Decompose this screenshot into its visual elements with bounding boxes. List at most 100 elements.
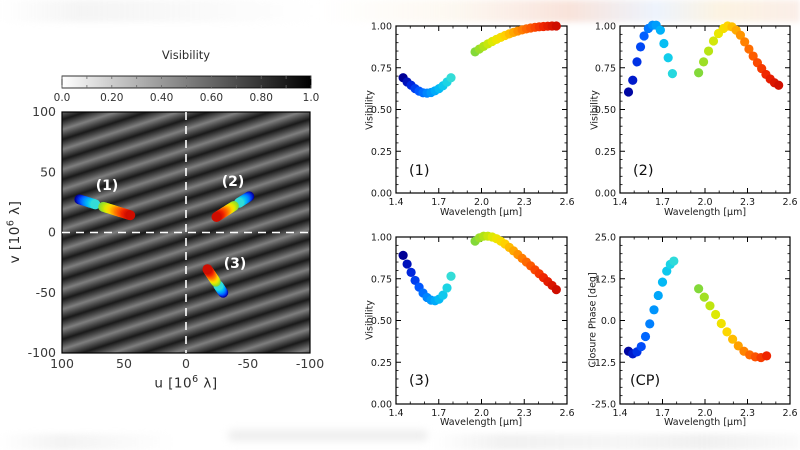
scatter-point [728,334,738,344]
panel2-tag: (2) [633,163,654,179]
panel2-y-axis-label: Visibility [589,90,601,130]
scatter-point [669,256,679,266]
visibility-panel-1: 1.4 1.7 2.0 2.3 2.6 0.00 0.25 0.50 0.75 1.00 [371,21,575,208]
x-tick-label: 1.4 [612,408,627,419]
y-tick-label: 0.25 [371,147,392,158]
uv-x-axis-label: u [106 λ] [154,374,217,392]
x-tick-label: 2.3 [517,408,532,419]
x-tick-label: 1.7 [431,408,446,419]
x-tick-label: 2.3 [740,408,755,419]
y-tick-label: -25.0 [591,400,616,411]
scatter-point [398,250,408,260]
y-tick-label: 0.50 [595,105,616,116]
colorbar-title: Visibility [161,48,211,62]
y-tick-label: 1.00 [595,22,616,33]
uv-y-axis-label-sup: 6 [5,219,17,227]
uv-y-axis-label: v [106 λ] [5,201,23,264]
uv-track-label: (1) [96,178,119,194]
y-tick-label: 12.5 [595,274,616,285]
uv-x-axis-label-text: u [10 [154,375,193,392]
y-tick-label: 1.00 [371,22,392,33]
scatter-point [636,341,646,352]
scatter-point [708,36,719,46]
scatter-point [774,80,784,90]
x-tick-label: 1.7 [431,197,446,208]
uv-y-tick-label: 0 [48,225,56,240]
scatter-point [442,283,452,293]
y-tick-label: 0.00 [371,189,392,200]
uv-y-axis-label-text: v [10 [6,226,23,264]
visibility-panel-3: 1.4 1.7 2.0 2.3 2.6 0.00 0.25 0.50 0.75 1.00 [371,231,575,419]
scatter-point [667,68,678,79]
uv-x-axis-label-sup: 6 [192,374,199,385]
scatter-point [655,25,665,35]
x-tick-label: 2.6 [559,197,574,208]
uv-x-axis-label-unit: λ] [198,375,218,392]
scatter-point [551,21,561,31]
panel1-y-axis-label: Visibility [364,90,376,130]
scatter-point [640,331,651,342]
scatter-point [705,301,715,311]
visibility-panel-2: 1.4 1.7 2.0 2.3 2.6 0.00 0.25 0.50 0.75 1.00 [595,20,798,208]
uv-y-tick-label: 50 [40,164,56,179]
scatter-point [740,37,750,47]
uv-track-point [202,264,213,275]
x-tick-label: 2.0 [474,197,489,208]
cp-x-axis-label: Wavelength [μm] [663,417,747,428]
x-tick-label: 1.4 [388,408,403,419]
scatter-point [446,73,456,83]
scatter-point [402,259,412,269]
panel1-tag: (1) [409,163,430,179]
x-tick-label: 1.7 [655,197,670,208]
colorbar-tick-label: 0.40 [150,92,173,104]
scatter-point [438,290,448,300]
scatter-point [694,68,704,78]
x-tick-label: 2.6 [782,197,797,208]
uv-x-tick-label: -50 [238,356,258,371]
x-tick-label: 2.6 [782,408,797,419]
uv-track-label: (3) [224,256,247,272]
y-tick-label: 0.00 [595,189,616,200]
uv-track-label: (2) [222,174,245,190]
x-tick-label: 1.7 [655,408,670,419]
colorbar-tick-label: 1.0 [303,92,320,104]
scatter-point [722,327,732,337]
y-tick-label: 0.75 [371,274,392,285]
x-tick-label: 1.4 [612,197,627,208]
y-tick-label: 0.00 [371,400,392,411]
closure-phase-panel: 1.4 1.7 2.0 2.3 2.6 -25.0 -12.5 0.0 12.5 25.0 [591,233,797,420]
colorbar-tick-label: 0.20 [100,92,123,104]
y-tick-label: 0.50 [371,316,392,327]
uv-y-tick-label: -50 [36,285,56,300]
x-tick-label: 2.0 [474,408,489,419]
uv-x-tick-label: -100 [296,356,324,371]
scatter-point [410,275,420,286]
scatter-point [635,42,646,52]
uv-x-tick-label: 0 [182,356,190,371]
colorbar-tick-label: 0.60 [200,92,223,104]
scatter-point [628,75,638,85]
scatter-point [762,351,772,361]
y-tick-label: 0.75 [595,63,616,74]
panel3-x-axis-label: Wavelength [μm] [439,417,523,428]
uv-y-tick-label: -100 [28,345,56,360]
y-tick-label: 25.0 [595,233,616,244]
uv-plane-plot: 0.0 0.20 0.40 0.60 0.80 1.0 (1) (2) (3) 100 50 0 -50… [28,75,324,371]
scatter-point [694,284,704,294]
scatter-point [744,44,754,54]
colorbar-tick-label: 0.0 [54,92,71,104]
scatter-point [699,292,709,302]
x-tick-label: 2.6 [559,408,574,419]
scatter-point [446,271,456,281]
scatter-point [657,277,668,287]
scatter-point [649,305,659,315]
panel3-y-axis-label: Visibility [364,300,376,340]
uv-y-axis-label-unit: λ] [6,200,23,220]
panel3-tag: (3) [409,373,430,389]
x-tick-label: 2.3 [517,197,532,208]
x-tick-label: 2.3 [740,197,755,208]
colorbar-tick-label: 0.80 [250,92,273,104]
scatter-point [645,319,655,329]
